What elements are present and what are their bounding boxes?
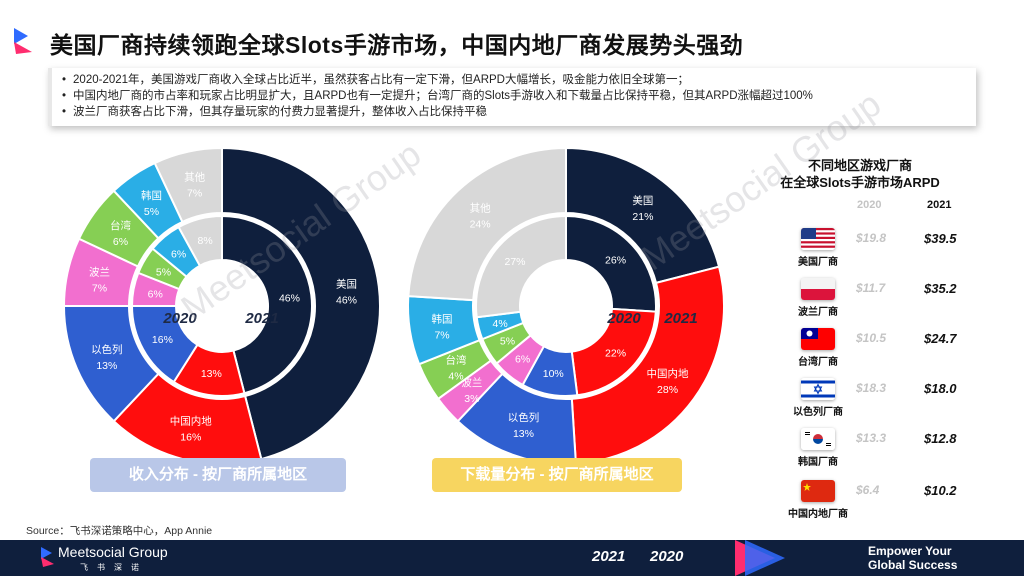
donut-slice-inner-6 <box>177 214 223 268</box>
donut-slice-inner-6 <box>475 214 567 319</box>
footer-brand-sub: 飞书深诺 <box>80 563 148 572</box>
page-title: 美国厂商持续领跑全球Slots手游市场，中国内地厂商发展势头强劲 <box>50 32 744 58</box>
arpd-row-korea: 韩国厂商 $13.3 $12.8 <box>770 428 980 472</box>
slice-label-outer-2: 以色列 13% <box>91 343 123 372</box>
summary-bullet: 2020-2021年，美国游戏厂商收入全球占比近半，虽然获客占比有一定下滑，但A… <box>62 72 966 88</box>
korea-flag-icon <box>801 428 835 450</box>
summary-bullet: 波兰厂商获客占比下滑，但其存量玩家的付费力显著提升，整体收入占比保持平稳 <box>62 104 966 120</box>
slice-label-outer-1: 中国内地 16% <box>170 415 212 444</box>
footer-year-2020: 2020 <box>650 548 684 565</box>
arpd-value-2021: $10.2 <box>924 483 957 498</box>
slice-label-inner-4: 5% <box>156 266 171 278</box>
slice-label-inner-3: 6% <box>148 288 163 300</box>
downloads-donut-chart: 26%22%10%6%5%4%27%美国 21%中国内地 28%以色列 13%波兰 3%… <box>407 146 725 460</box>
arpd-row-poland: 波兰厂商 $11.7 $35.2 <box>770 278 980 322</box>
income-donut-chart: 46%13%16%6%5%6%8%美国 46%中国内地 16%以色列 13%波兰 7%台… <box>62 146 381 460</box>
center-label-2020: 2020 <box>606 310 641 327</box>
footer-slogan: Empower Your Global Success <box>868 544 957 572</box>
footer-year-2021: 2021 <box>592 548 626 565</box>
poland-flag-icon <box>801 278 835 300</box>
slice-label-outer-0: 美国 46% <box>336 277 357 306</box>
slice-label-inner-0: 46% <box>279 292 300 304</box>
arpd-value-2021: $35.2 <box>924 281 957 296</box>
slice-label-inner-5: 6% <box>171 249 186 261</box>
donut-slice-inner-0 <box>565 214 657 313</box>
arpd-value-2020: $6.4 <box>856 483 880 497</box>
arpd-region-label: 中国内地厂商 <box>788 509 848 520</box>
arpd-title-line1: 不同地区游戏厂商 <box>807 158 912 173</box>
slice-label-inner-4: 5% <box>500 336 515 348</box>
arpd-col-2021: 2021 <box>927 199 952 211</box>
donut-slice-outer-1 <box>570 265 725 460</box>
brand-logo-icon <box>14 28 32 54</box>
slice-label-inner-3: 6% <box>515 353 530 365</box>
arpd-row-china: 中国内地厂商 $6.4 $10.2 <box>770 480 980 524</box>
arpd-value-2020: $10.5 <box>856 331 887 345</box>
arpd-col-2020: 2020 <box>857 199 882 211</box>
arpd-title: 不同地区游戏厂商 在全球Slots手游市场ARPD <box>760 157 960 191</box>
arpd-region-label: 台湾厂商 <box>798 357 838 368</box>
footer-brand: Meetsocial Group <box>58 544 168 560</box>
arpd-value-2020: $13.3 <box>856 431 887 445</box>
arpd-region-label: 美国厂商 <box>798 257 838 268</box>
arpd-value-2020: $11.7 <box>856 281 886 295</box>
summary-box: 2020-2021年，美国游戏厂商收入全球占比近半，虽然获客占比有一定下滑，但A… <box>48 68 976 126</box>
israel-flag-icon <box>801 378 835 400</box>
arpd-value-2021: $24.7 <box>924 331 957 346</box>
slice-label-outer-6: 其他 24% <box>470 202 492 231</box>
slice-label-outer-1: 中国内地 28% <box>647 367 689 396</box>
slice-label-inner-1: 22% <box>605 348 626 360</box>
arpd-region-label: 以色列厂商 <box>793 407 843 418</box>
footer-slogan-line2: Global Success <box>868 558 958 572</box>
china-flag-icon <box>801 480 835 502</box>
arpd-value-2020: $19.8 <box>856 231 887 245</box>
slice-label-inner-2: 16% <box>152 334 173 346</box>
arpd-region-label: 波兰厂商 <box>798 307 838 318</box>
slice-label-inner-1: 13% <box>201 368 222 380</box>
arpd-row-israel: 以色列厂商 $18.3 $18.0 <box>770 378 980 422</box>
income-chart-caption: 收入分布 - 按厂商所属地区 <box>90 458 346 492</box>
footer-bar: Meetsocial Group 飞书深诺 2021 2020 Empower … <box>0 540 1024 576</box>
arpd-row-taiwan: 台湾厂商 $10.5 $24.7 <box>770 328 980 372</box>
slice-label-inner-6: 8% <box>197 235 212 247</box>
summary-bullet: 中国内地厂商的市占率和玩家占比明显扩大，且ARPD也有一定提升；台湾厂商的Slo… <box>62 88 966 104</box>
footer-slogan-line1: Empower Your <box>868 544 952 558</box>
slice-label-outer-0: 美国 21% <box>632 194 653 223</box>
slice-label-inner-2: 10% <box>543 368 564 380</box>
arpd-value-2021: $18.0 <box>924 381 957 396</box>
downloads-chart-caption: 下载量分布 - 按厂商所属地区 <box>432 458 682 492</box>
slice-label-outer-4: 台湾 6% <box>110 219 131 248</box>
arpd-value-2021: $39.5 <box>924 231 957 246</box>
center-label-2021: 2021 <box>244 310 278 327</box>
donut-slice-outer-0 <box>221 146 381 460</box>
slice-label-outer-3: 波兰 7% <box>89 266 110 295</box>
center-label-2021: 2021 <box>663 310 697 327</box>
slice-label-inner-6: 27% <box>504 256 525 268</box>
slice-label-outer-6: 其他 7% <box>184 171 205 200</box>
footer-arrow-icon <box>735 540 785 576</box>
arpd-value-2020: $18.3 <box>856 381 887 395</box>
arpd-value-2021: $12.8 <box>924 431 957 446</box>
footer-logo-icon <box>41 547 54 567</box>
arpd-row-us: 美国厂商 $19.8 $39.5 <box>770 228 980 272</box>
slice-label-outer-5: 韩国 7% <box>432 313 453 342</box>
center-label-2020: 2020 <box>162 310 197 327</box>
us-flag-icon <box>801 228 835 250</box>
donut-slice-inner-0 <box>221 214 313 395</box>
slice-label-outer-2: 以色列 13% <box>508 411 540 440</box>
source-note: Source：飞书深诺策略中心，App Annie <box>26 525 213 537</box>
donut-slice-outer-6 <box>407 146 567 302</box>
taiwan-flag-icon <box>801 328 835 350</box>
slice-label-inner-5: 4% <box>493 318 508 330</box>
arpd-title-line2: 在全球Slots手游市场ARPD <box>780 175 940 190</box>
slice-label-inner-0: 26% <box>605 254 626 266</box>
arpd-region-label: 韩国厂商 <box>798 457 838 468</box>
slice-label-outer-4: 台湾 4% <box>446 353 467 382</box>
slice-label-outer-5: 韩国 5% <box>141 189 162 218</box>
donut-slice-outer-6 <box>153 146 223 224</box>
